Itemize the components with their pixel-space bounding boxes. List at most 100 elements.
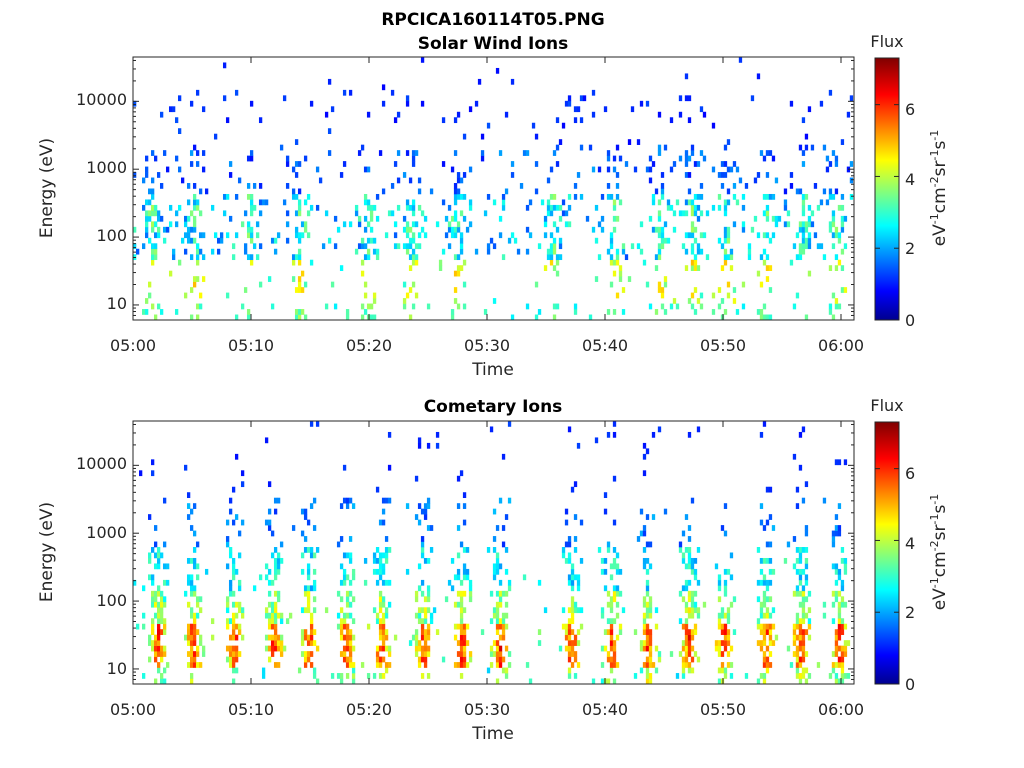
spectrogram-cell [639,248,644,255]
spectrogram-cell [690,612,695,619]
spectrogram-cell [468,106,473,113]
spectrogram-cell [153,640,158,646]
spectrogram-cell [351,618,356,625]
spectrogram-cell [645,634,650,641]
spectrogram-cell [189,574,194,581]
spectrogram-cell [786,645,791,652]
spectrogram-cell [723,161,728,167]
spectrogram-cell [762,210,767,217]
spectrogram-cell [243,243,248,250]
spectrogram-cell [801,497,806,504]
spectrogram-cell [453,117,458,124]
unit-part-cm: cm [930,551,950,577]
spectrogram-cells [133,421,851,685]
spectrogram-cell [426,623,431,630]
spectrogram-cell [363,166,368,173]
spectrogram-cell [501,629,506,635]
spectrogram-cell [573,106,578,113]
spectrogram-cell [639,645,644,652]
spectrogram-cell [246,183,251,189]
spectrogram-cell [804,667,809,674]
spectrogram-cell [786,541,791,548]
spectrogram-cell [834,303,839,310]
spectrogram-cell [148,199,152,206]
spectrogram-cell [411,634,416,641]
spectrogram-cell [402,303,407,310]
spectrogram-cell [261,673,266,679]
spectrogram-cell [570,662,575,668]
spectrogram-cell [342,497,347,504]
spectrogram-cell [819,100,824,107]
spectrogram-cell [669,166,674,173]
spectrogram-cell [609,656,614,663]
spectrogram-cell [174,117,179,124]
spectrogram-cell [453,150,458,156]
spectrogram-cell [249,259,254,266]
spectrogram-cell [762,557,767,564]
spectrogram-cell [192,651,197,657]
spectrogram-cell [267,525,272,531]
spectrogram-cell [465,568,470,575]
spectrogram-cell [549,248,554,255]
spectrogram-cell [153,552,158,559]
spectrogram-cell [729,662,734,668]
spectrogram-cell [753,215,758,222]
spectrogram-cell [495,651,500,657]
spectrogram-cell [663,309,668,315]
spectrogram-cell [420,590,425,597]
spectrogram-cell [372,607,377,614]
spectrogram-cell [837,568,842,575]
spectrogram-cell [762,248,767,255]
spectrogram-cell [615,590,620,597]
spectrogram-cell [504,547,509,553]
spectrogram-cell [639,508,644,515]
spectrogram-cell [366,204,371,211]
spectrogram-cell [342,568,347,575]
spectrogram-cell [804,530,809,537]
spectrogram-cell [303,634,308,641]
spectrogram-cell [798,673,803,679]
spectrogram-cell [142,204,146,211]
spectrogram-cell [801,243,806,250]
spectrogram-cell [681,530,686,537]
spectrogram-cell [276,497,281,504]
spectrogram-cell [642,442,647,449]
spectrogram-cell [834,579,839,586]
spectrogram-cell [615,634,620,641]
spectrogram-cell [306,210,311,217]
spectrogram-cell [345,309,350,315]
spectrogram-cell [576,442,581,449]
spectrogram-cell [411,232,416,239]
spectrogram-cell [273,612,278,619]
spectrogram-cell [840,579,845,586]
spectrogram-cell [327,150,332,156]
spectrogram-cell [189,629,194,635]
spectrogram-cell [801,590,806,597]
spectrogram-cell [657,651,662,657]
spectrogram-cell [360,237,365,244]
spectrogram-cell [417,563,422,570]
spectrogram-cell [360,314,365,321]
spectrogram-cell [546,177,551,184]
spectrogram-cell [192,618,197,625]
spectrogram-cell [267,568,272,575]
spectrogram-cell [567,204,572,211]
spectrogram-cell [294,314,299,321]
spectrogram-cell [423,557,428,564]
spectrogram-cell [645,514,650,520]
spectrogram-cell [783,557,788,564]
spectrogram-cell [732,629,737,635]
y-tick-label-1000: 1000 [86,158,127,177]
spectrogram-cell [837,459,842,466]
spectrogram-cell [558,237,563,244]
spectrogram-cell [231,651,236,657]
spectrogram-cell [348,536,353,542]
colorbar-unit-label: eV-1cm-2sr-1s-1 [928,130,950,247]
spectrogram-cell [420,634,425,641]
spectrogram-cell [186,601,191,608]
spectrogram-cell [402,226,407,233]
spectrogram-cell [723,530,728,537]
spectrogram-cell [744,183,749,189]
spectrogram-cell [151,629,155,635]
spectrogram-cell [615,193,620,200]
